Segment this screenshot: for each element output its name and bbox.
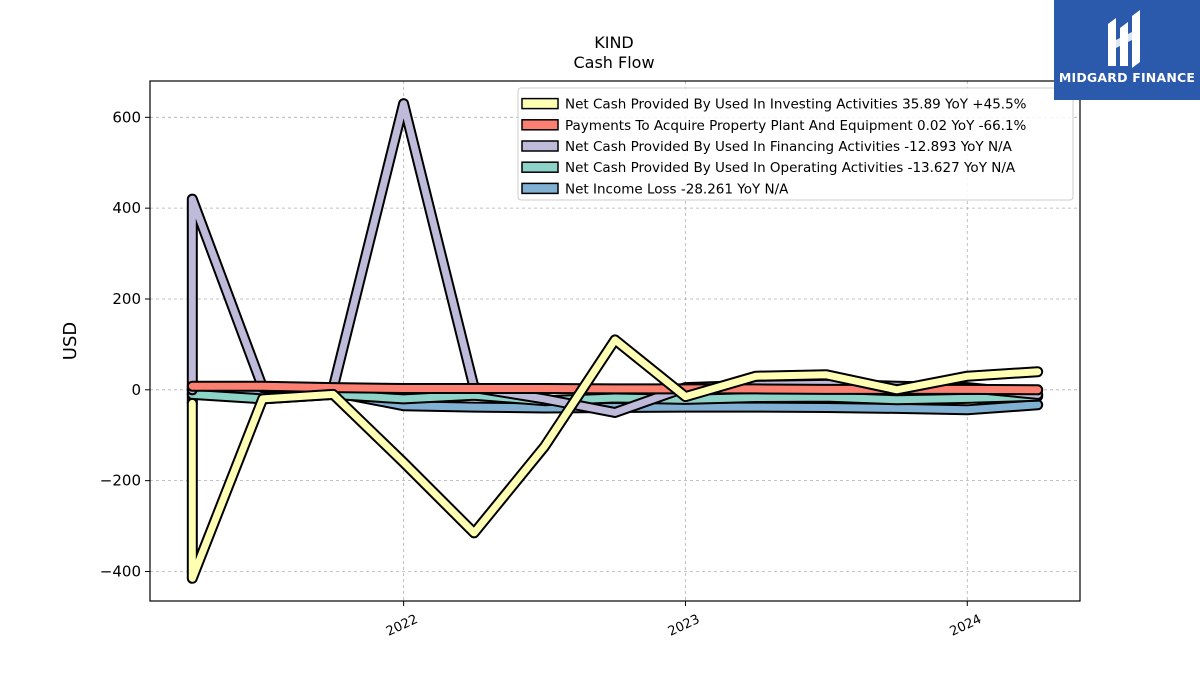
legend-item: Net Cash Provided By Used In Operating A… (521, 160, 1016, 176)
legend-label: Net Cash Provided By Used In Investing A… (565, 97, 1027, 113)
y-tick-label: −200 (100, 472, 141, 490)
legend-label: Net Income Loss -28.261 YoY N/A (565, 181, 789, 197)
legend-item: Net Cash Provided By Used In Investing A… (521, 97, 1027, 113)
brand-logo: MIDGARD FINANCE (1054, 0, 1200, 100)
legend-label: Payments To Acquire Property Plant And E… (565, 118, 1027, 134)
legend-item: Net Cash Provided By Used In Financing A… (521, 139, 1013, 155)
legend-swatch (521, 140, 559, 152)
legend-box (517, 87, 1074, 201)
legend-item: Net Income Loss -28.261 YoY N/A (521, 181, 789, 197)
y-tick-label: −400 (100, 562, 141, 580)
plot-frame (149, 80, 1081, 602)
series-stroke (188, 336, 1042, 582)
x-tick-label: 2023 (666, 612, 702, 640)
y-tick-label: 200 (112, 290, 141, 308)
chart-subtitle: Cash Flow (573, 53, 654, 72)
brand-mark-icon (1108, 10, 1140, 68)
series-lines (186, 98, 1044, 584)
y-axis-ticks: −400 −200 0 200 400 600 (100, 108, 150, 580)
legend-swatch (521, 97, 559, 110)
legend-label: Net Cash Provided By Used In Financing A… (565, 139, 1013, 155)
y-axis-label: USD (60, 322, 81, 360)
brand-name: MIDGARD FINANCE (1058, 70, 1196, 85)
y-tick-label: 400 (112, 199, 141, 217)
legend-swatch (521, 119, 559, 131)
chart-title: KIND (594, 33, 634, 52)
y-tick-label: 0 (131, 381, 141, 399)
legend-swatch (521, 161, 559, 173)
legend-swatch (521, 182, 559, 195)
series-outline (186, 334, 1044, 584)
legend-label: Net Cash Provided By Used In Operating A… (565, 160, 1016, 176)
series-line (186, 334, 1044, 584)
y-tick-label: 600 (112, 108, 141, 126)
legend-item: Payments To Acquire Property Plant And E… (521, 118, 1027, 134)
x-axis-ticks: 2022 2023 2024 (384, 601, 984, 640)
x-tick-label: 2022 (384, 612, 420, 640)
x-tick-label: 2024 (948, 612, 984, 640)
chart-legend: Net Cash Provided By Used In Investing A… (517, 87, 1074, 201)
